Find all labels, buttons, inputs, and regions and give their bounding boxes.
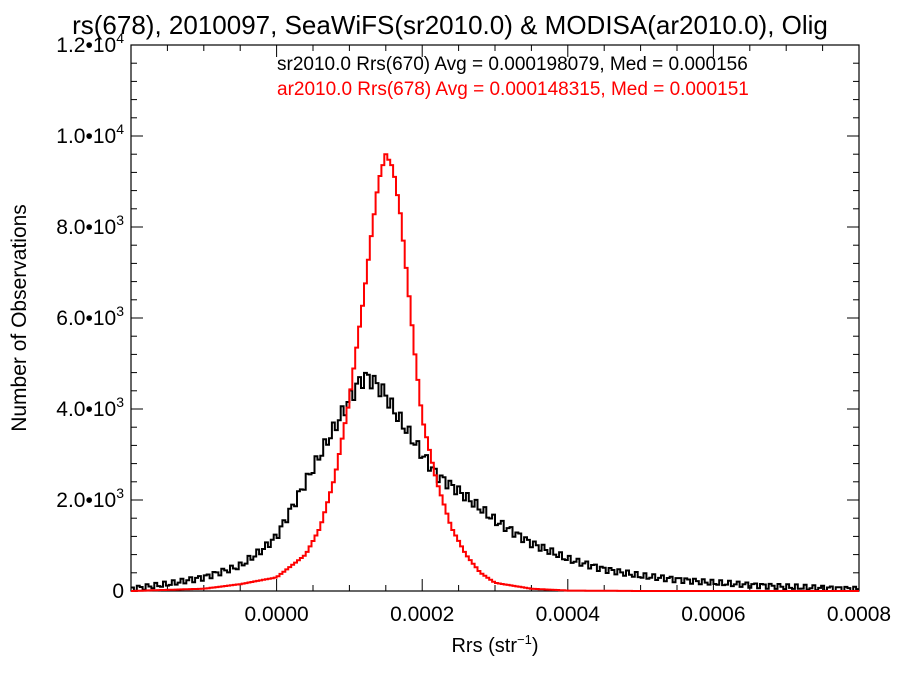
y-tick-mantissa: 8.0•10 <box>56 216 116 239</box>
y-tick-mantissa: 1.0•10 <box>56 125 116 148</box>
y-tick-exponent: 3 <box>116 485 124 501</box>
x-axis-label-suffix: ) <box>532 635 539 657</box>
y-tick-label: 4.0•103 <box>56 394 124 421</box>
y-tick-mantissa: 0 <box>112 580 124 603</box>
y-tick-exponent: 3 <box>116 303 124 319</box>
y-tick-exponent: 3 <box>116 212 124 228</box>
y-tick-label: 8.0•103 <box>56 212 124 239</box>
series-ar2010-histogram <box>131 153 859 592</box>
y-tick-label: 6.0•103 <box>56 303 124 330</box>
x-axis: 0.0000 0.0002 0.0004 0.0006 0.0008 <box>130 45 891 626</box>
y-tick-mantissa: 1.2•10 <box>56 34 116 57</box>
y-tick-exponent: 3 <box>116 394 124 410</box>
legend: sr2010.0 Rrs(670) Avg = 0.000198079, Med… <box>277 54 749 100</box>
y-tick-exponent: 4 <box>116 121 124 137</box>
y-tick-label: 1.0•104 <box>56 121 124 148</box>
series-sr2010-histogram <box>131 371 859 592</box>
y-axis: 02.0•1034.0•1036.0•1038.0•1031.0•1041.2•… <box>56 30 859 603</box>
y-tick-label: 2.0•103 <box>56 485 124 512</box>
x-tick-label: 0.0004 <box>536 603 601 626</box>
legend-entry-series-2: ar2010.0 Rrs(678) Avg = 0.000148315, Med… <box>277 79 749 100</box>
x-axis-label: Rrs (str−1) <box>451 632 538 657</box>
x-tick-label: 0.0006 <box>681 603 745 626</box>
y-tick-label: 1.2•104 <box>56 30 124 57</box>
y-tick-exponent: 4 <box>116 30 124 46</box>
y-tick-mantissa: 2.0•10 <box>56 489 116 512</box>
legend-entry-series-1: sr2010.0 Rrs(670) Avg = 0.000198079, Med… <box>277 54 748 75</box>
x-axis-label-superscript: −1 <box>517 632 532 647</box>
chart-title: rs(678), 2010097, SeaWiFS(sr2010.0) & MO… <box>72 10 828 40</box>
series-layer <box>131 153 859 592</box>
x-tick-label: 0.0008 <box>827 603 891 626</box>
y-tick-label: 0 <box>112 580 124 603</box>
x-tick-label: 0.0000 <box>244 603 308 626</box>
x-tick-label: 0.0002 <box>390 603 454 626</box>
y-tick-mantissa: 4.0•10 <box>56 398 116 421</box>
x-axis-label-text: Rrs (str <box>451 635 517 657</box>
y-tick-mantissa: 6.0•10 <box>56 307 116 330</box>
y-axis-label: Number of Observations <box>8 204 31 432</box>
